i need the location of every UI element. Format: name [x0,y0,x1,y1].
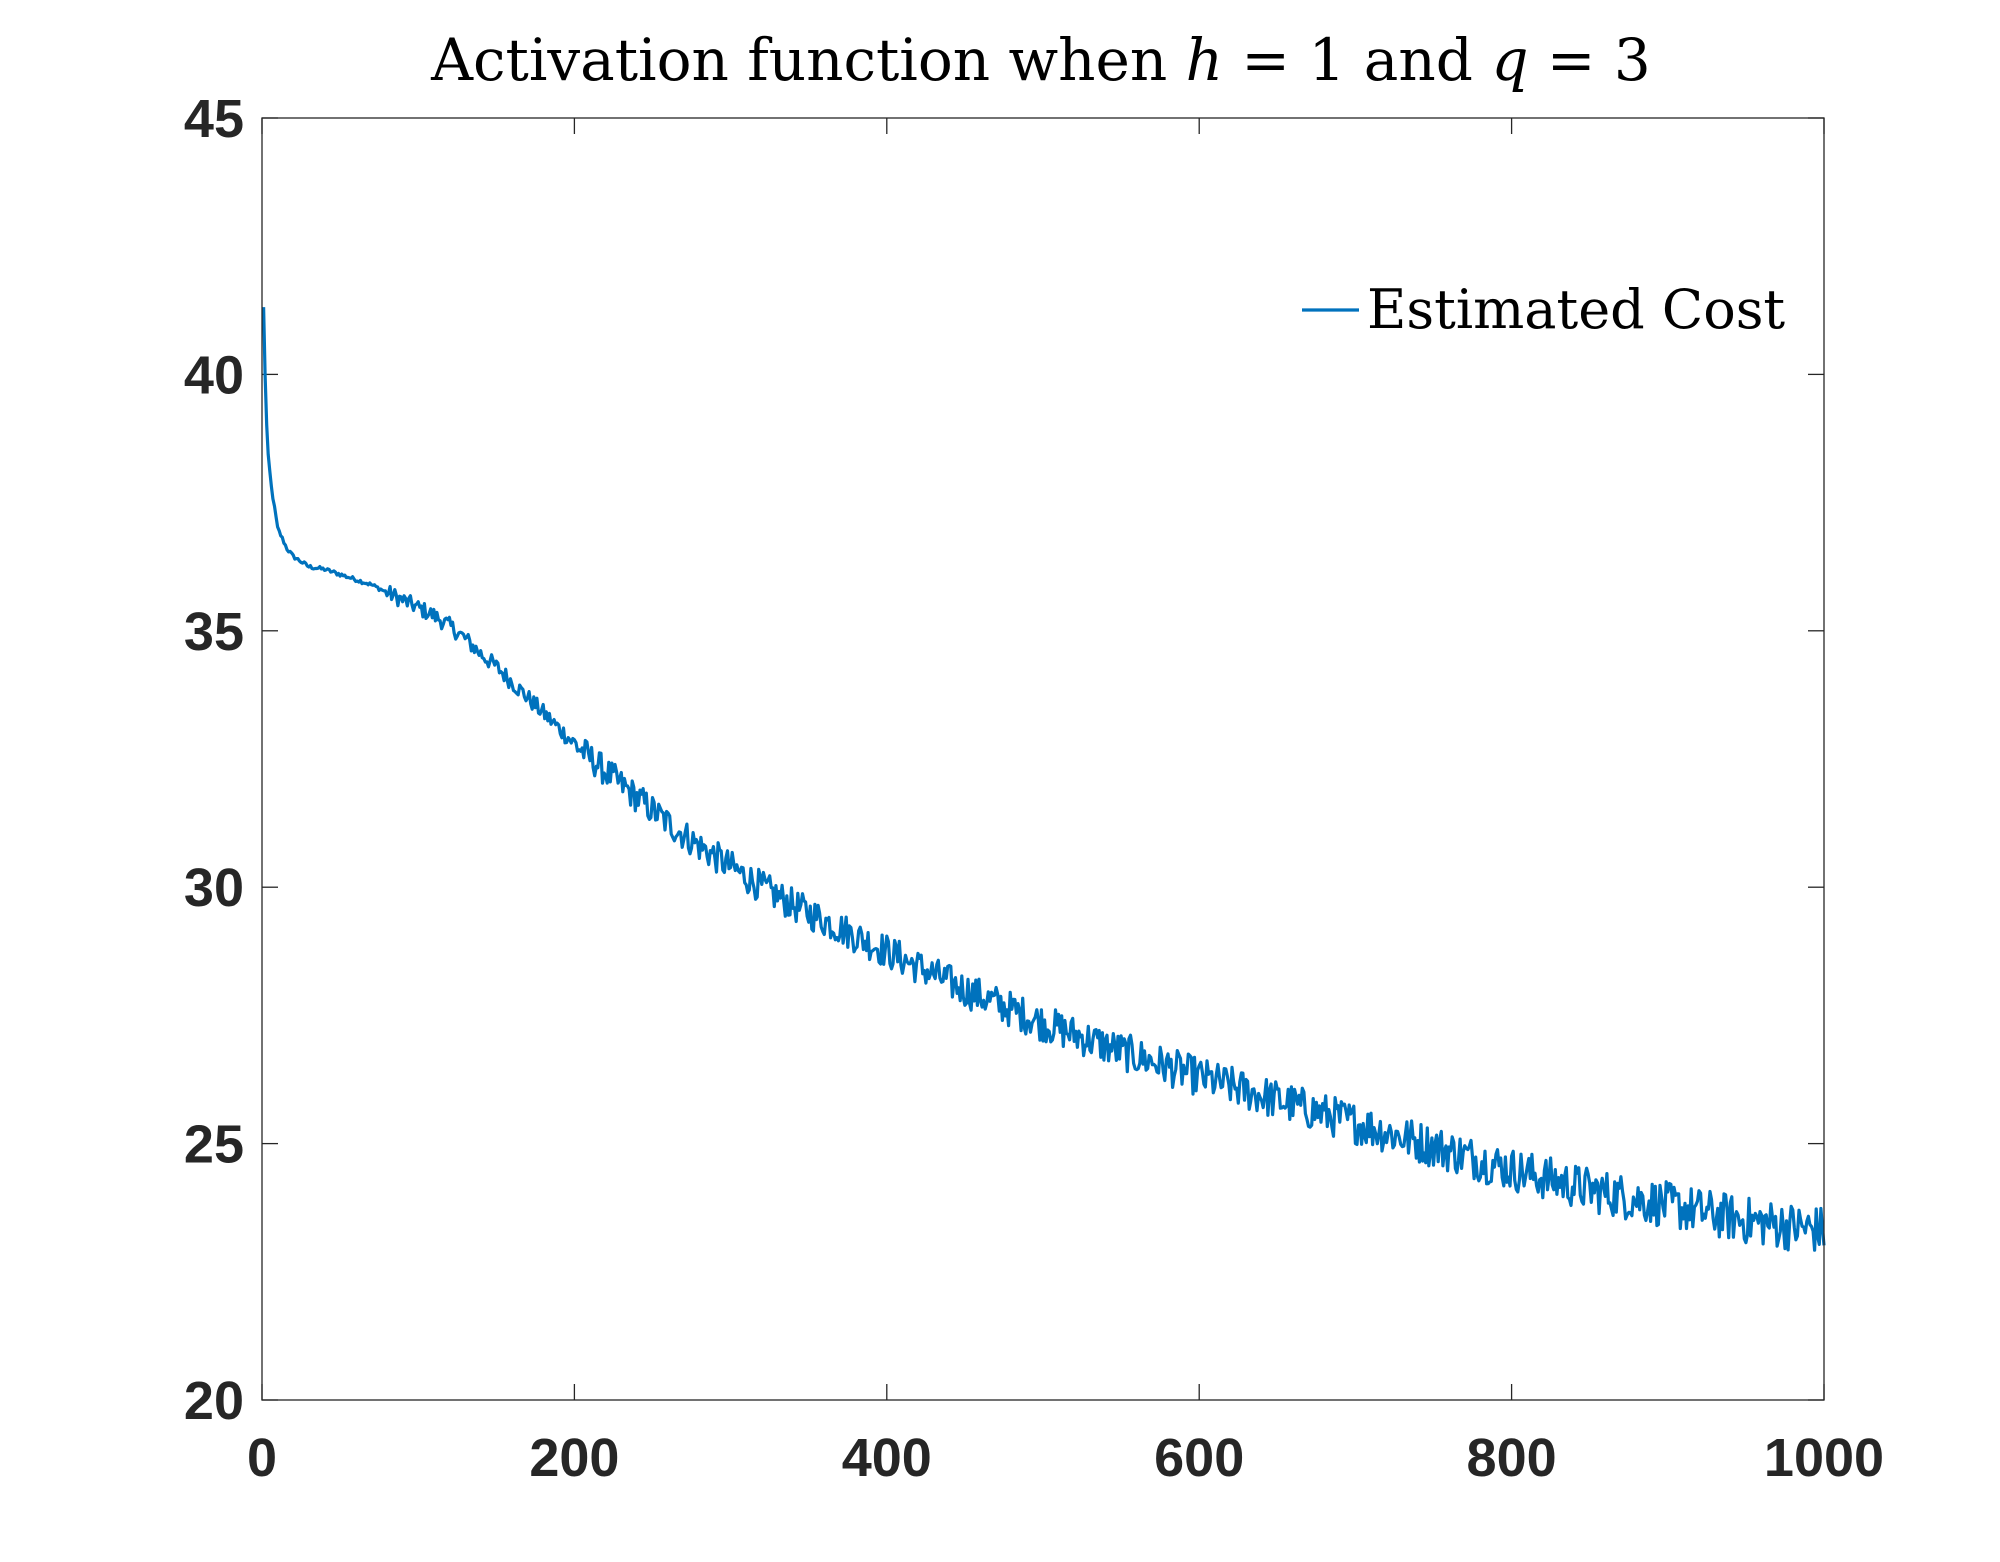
x-tick-label-200: 200 [529,1428,619,1488]
x-tick-label-1000: 1000 [1764,1428,1884,1488]
series-line-estimated-cost [262,307,1826,1252]
x-tick-label-800: 800 [1467,1428,1557,1488]
chart-title: Activation function when h = 1 and q = 3 [430,26,1651,94]
x-tick-label-400: 400 [842,1428,932,1488]
y-tick-label-25: 25 [184,1115,244,1175]
x-tick-label-600: 600 [1154,1428,1244,1488]
axis-tick-labels: 0 200 400 600 800 1000 20 25 30 35 40 45 [184,89,1884,1488]
legend-label-estimated-cost: Estimated Cost [1367,278,1785,341]
y-tick-label-45: 45 [184,89,244,149]
axes-box [261,117,1825,1401]
y-tick-label-20: 20 [184,1371,244,1431]
x-tick-label-0: 0 [247,1428,277,1488]
y-tick-label-40: 40 [184,345,244,405]
y-tick-label-30: 30 [184,858,244,918]
legend: Estimated Cost [1302,278,1785,341]
y-tick-label-35: 35 [184,602,244,662]
